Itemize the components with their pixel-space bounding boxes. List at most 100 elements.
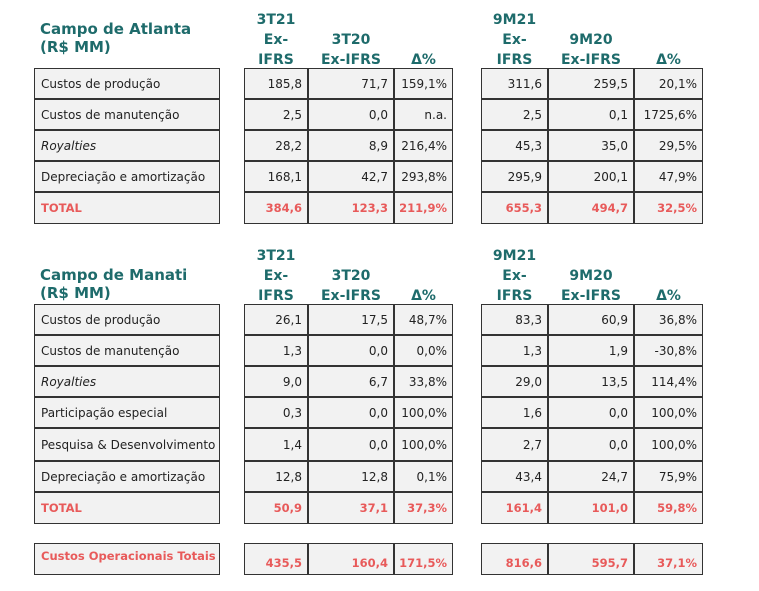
manati-cell: 100,0%	[634, 397, 703, 428]
manati-cell: 75,9%	[634, 461, 703, 492]
manati-cell: 12,8	[308, 461, 394, 492]
manati-col-header-4: 9M20 Ex-IFRS	[560, 268, 622, 304]
atlanta-row-label: Depreciação e amortização	[34, 161, 220, 192]
manati-cell: 0,1%	[394, 461, 453, 492]
manati-cell: 37,3%	[394, 492, 453, 524]
atlanta-title-text: Campo de Atlanta	[40, 20, 192, 38]
atlanta-cell: 311,6	[481, 68, 548, 99]
manati-cell: 0,0	[308, 335, 394, 366]
manati-col-header-0: 3T21 Ex- IFRS	[256, 248, 296, 304]
manati-cell: 37,1	[308, 492, 394, 524]
atlanta-col-header-5: Δ%	[656, 52, 681, 68]
manati-col-header-2: Δ%	[411, 288, 436, 304]
atlanta-cell: 28,2	[244, 130, 308, 161]
atlanta-row-label: TOTAL	[34, 192, 220, 224]
manati-cell: 33,8%	[394, 366, 453, 397]
atlanta-cell: 216,4%	[394, 130, 453, 161]
atlanta-col-header-2: Δ%	[411, 52, 436, 68]
manati-cell: 12,8	[244, 461, 308, 492]
atlanta-cell: 20,1%	[634, 68, 703, 99]
manati-cell: 36,8%	[634, 304, 703, 335]
atlanta-row-label: Custos de produção	[34, 68, 220, 99]
manati-cell: 0,0	[548, 428, 634, 461]
manati-cell: 1,3	[481, 335, 548, 366]
manati-col-header-3: 9M21 Ex- IFRS	[492, 248, 537, 304]
atlanta-cell: 1725,6%	[634, 99, 703, 130]
manati-cell: 0,0	[308, 397, 394, 428]
manati-cell: 101,0	[548, 492, 634, 524]
atlanta-col-header-1: 3T20 Ex-IFRS	[320, 32, 382, 68]
atlanta-col-header-3: 9M21 Ex- IFRS	[492, 12, 537, 68]
manati-row-label: Pesquisa & Desenvolvimento	[34, 428, 220, 461]
manati-col-header-1: 3T20 Ex-IFRS	[320, 268, 382, 304]
atlanta-cell: 293,8%	[394, 161, 453, 192]
atlanta-cell: 259,5	[548, 68, 634, 99]
atlanta-cell: 47,9%	[634, 161, 703, 192]
manati-cell: 0,3	[244, 397, 308, 428]
atlanta-cell: 8,9	[308, 130, 394, 161]
atlanta-cell: 2,5	[244, 99, 308, 130]
atlanta-cell: 123,3	[308, 192, 394, 224]
atlanta-col-header-0: 3T21 Ex- IFRS	[256, 12, 296, 68]
manati-col-header-5: Δ%	[656, 288, 681, 304]
atlanta-col-header-4: 9M20 Ex-IFRS	[560, 32, 622, 68]
atlanta-cell: 295,9	[481, 161, 548, 192]
manati-cell: 24,7	[548, 461, 634, 492]
manati-cell: 29,0	[481, 366, 548, 397]
manati-row-label: Royalties	[34, 366, 220, 397]
atlanta-cell: 35,0	[548, 130, 634, 161]
atlanta-title: Campo de Atlanta (R$ MM)	[40, 20, 191, 56]
atlanta-cell: 494,7	[548, 192, 634, 224]
manati-row-label: Custos de manutenção	[34, 335, 220, 366]
manati-cell: 114,4%	[634, 366, 703, 397]
manati-cell: 26,1	[244, 304, 308, 335]
manati-cell: 17,5	[308, 304, 394, 335]
atlanta-cell: 384,6	[244, 192, 308, 224]
atlanta-cell: 29,5%	[634, 130, 703, 161]
total-operating-costs-label: Custos Operacionais Totais	[34, 543, 220, 575]
atlanta-row-label: Royalties	[34, 130, 220, 161]
manati-cell: 6,7	[308, 366, 394, 397]
manati-cell: 161,4	[481, 492, 548, 524]
manati-title: Campo de Manati (R$ MM)	[40, 266, 187, 302]
manati-cell: 43,4	[481, 461, 548, 492]
atlanta-cell: 200,1	[548, 161, 634, 192]
total-operating-costs-cell: 160,4	[308, 543, 394, 575]
manati-cell: 60,9	[548, 304, 634, 335]
manati-cell: 59,8%	[634, 492, 703, 524]
manati-row-label: Custos de produção	[34, 304, 220, 335]
manati-title-text: Campo de Manati	[40, 266, 188, 284]
total-operating-costs-cell: 435,5	[244, 543, 308, 575]
atlanta-cell: 32,5%	[634, 192, 703, 224]
manati-cell: 48,7%	[394, 304, 453, 335]
manati-row-label: TOTAL	[34, 492, 220, 524]
atlanta-cell: 655,3	[481, 192, 548, 224]
atlanta-cell: 185,8	[244, 68, 308, 99]
atlanta-cell: 71,7	[308, 68, 394, 99]
atlanta-cell: 0,0	[308, 99, 394, 130]
manati-cell: 100,0%	[634, 428, 703, 461]
manati-cell: 1,6	[481, 397, 548, 428]
manati-cell: 50,9	[244, 492, 308, 524]
manati-cell: 2,7	[481, 428, 548, 461]
atlanta-cell: 45,3	[481, 130, 548, 161]
atlanta-cell: n.a.	[394, 99, 453, 130]
manati-cell: 13,5	[548, 366, 634, 397]
atlanta-cell: 2,5	[481, 99, 548, 130]
manati-row-label: Participação especial	[34, 397, 220, 428]
manati-cell: 100,0%	[394, 428, 453, 461]
manati-cell: 0,0%	[394, 335, 453, 366]
manati-cell: 9,0	[244, 366, 308, 397]
manati-cell: 100,0%	[394, 397, 453, 428]
manati-cell: 1,9	[548, 335, 634, 366]
atlanta-cell: 0,1	[548, 99, 634, 130]
atlanta-cell: 168,1	[244, 161, 308, 192]
manati-cell: 83,3	[481, 304, 548, 335]
total-operating-costs-cell: 816,6	[481, 543, 548, 575]
total-operating-costs-cell: 595,7	[548, 543, 634, 575]
manati-cell: 0,0	[548, 397, 634, 428]
atlanta-cell: 159,1%	[394, 68, 453, 99]
atlanta-cell: 42,7	[308, 161, 394, 192]
atlanta-unit: (R$ MM)	[40, 38, 111, 56]
manati-cell: 1,4	[244, 428, 308, 461]
